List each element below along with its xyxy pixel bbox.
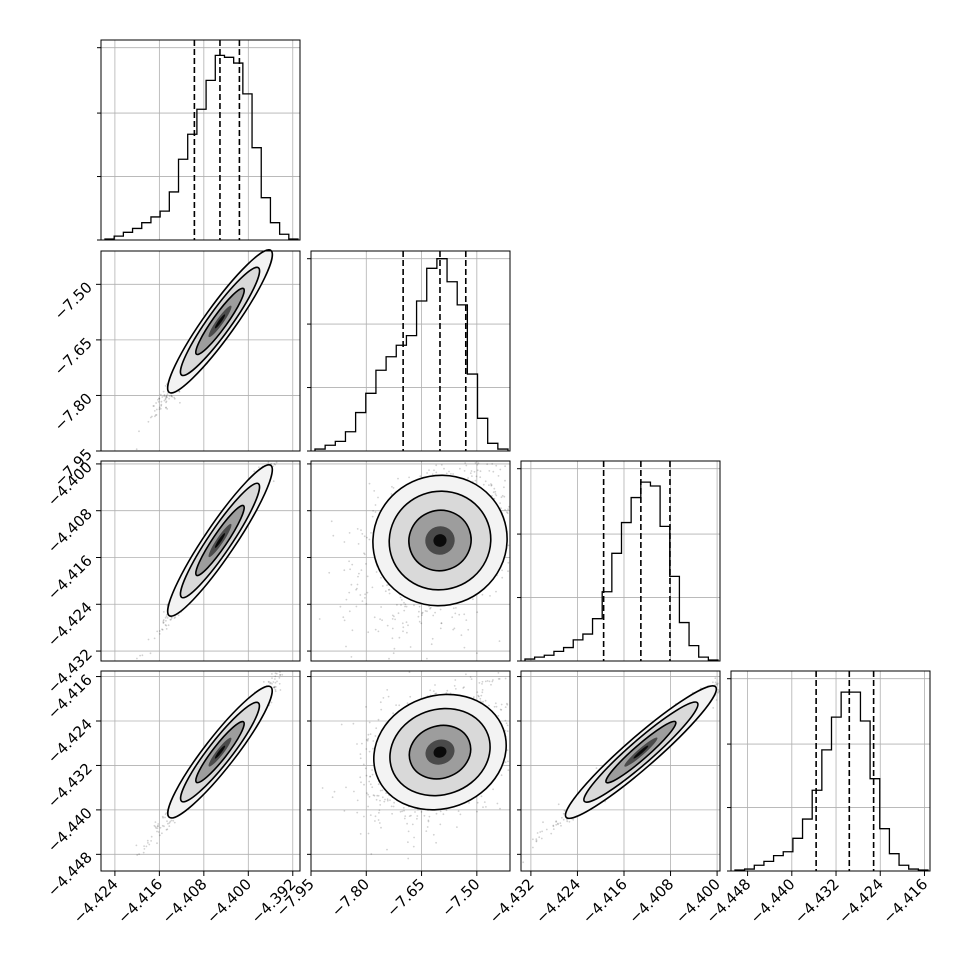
y-axis-ticks-row-2: −7.95−7.80−7.65−7.50 [51, 278, 101, 490]
x-axis-ticks-col-3: −4.432−4.424−4.416−4.408−4.400 [486, 871, 724, 927]
panel-frame [100, 670, 301, 872]
x-tick-label: −4.416 [579, 875, 631, 927]
x-tick-label: −4.432 [791, 875, 843, 927]
panel-frame [310, 670, 511, 872]
y-tick-label: −4.432 [44, 760, 96, 812]
density-contours [167, 685, 273, 819]
x-tick-label: −4.424 [532, 875, 584, 927]
histogram-panel-4 [727, 670, 931, 872]
y-tick-label: −4.424 [44, 715, 96, 767]
density-contours [564, 685, 718, 820]
histogram-bars [104, 54, 299, 240]
scatter-panel-4-3 [520, 670, 721, 872]
y-axis-ticks-row-4: −4.448−4.440−4.432−4.424−4.416 [44, 671, 101, 900]
y-tick-label: −4.448 [44, 848, 96, 900]
contour-level-5 [214, 314, 226, 329]
density-contours [166, 464, 274, 617]
x-tick-label: −4.416 [879, 875, 931, 927]
panel-frame [100, 460, 301, 662]
x-tick-label: −4.400 [203, 875, 255, 927]
panel-frame [520, 670, 721, 872]
x-tick-label: −4.408 [625, 875, 677, 927]
x-tick-label: −7.65 [383, 875, 428, 920]
y-tick-label: −7.50 [51, 278, 96, 323]
y-tick-label: −4.408 [44, 505, 96, 557]
y-tick-label: −4.424 [44, 598, 96, 650]
x-axis-ticks-col-1: −4.424−4.416−4.408−4.400−4.392 [70, 871, 300, 927]
y-tick-label: −7.65 [51, 334, 96, 379]
x-tick-label: −4.424 [835, 875, 887, 927]
contour-level-5 [214, 745, 226, 759]
panel-frame [730, 670, 931, 872]
density-contours [166, 249, 274, 394]
panel-frame [100, 250, 301, 452]
contour-level-5 [433, 746, 447, 758]
x-tick-label: −4.408 [159, 875, 211, 927]
x-tick-label: −4.424 [70, 875, 122, 927]
y-tick-label: −4.440 [44, 804, 96, 856]
panel-frame [520, 460, 721, 662]
x-tick-label: −4.440 [747, 875, 799, 927]
panel-frame [310, 250, 511, 452]
density-contours [372, 474, 508, 607]
x-tick-label: −4.416 [114, 875, 166, 927]
contour-level-5 [214, 533, 226, 548]
density-contours [373, 693, 507, 811]
histogram-panel-3 [517, 460, 721, 662]
scatter-panel-3-1 [100, 460, 301, 662]
histogram-bars [734, 691, 929, 871]
histogram-panel-1 [97, 39, 301, 241]
x-tick-label: −7.80 [328, 875, 373, 920]
histogram-panel-2 [307, 250, 511, 452]
scatter-panel-3-2 [310, 460, 511, 662]
scatter-panel-2-1 [100, 249, 301, 452]
histogram-bars [524, 481, 719, 661]
x-tick-label: −4.432 [486, 875, 538, 927]
y-tick-label: −4.416 [44, 552, 96, 604]
contour-level-5 [633, 745, 649, 759]
x-axis-ticks-col-4: −4.448−4.440−4.432−4.424−4.416 [702, 871, 931, 927]
y-tick-label: −7.80 [51, 390, 96, 435]
x-axis-ticks-col-2: −7.95 −7.80 −7.65 −7.50 [273, 871, 484, 920]
y-axis-ticks-row-3: −4.432−4.424−4.416−4.408−4.400 [44, 458, 101, 697]
scatter-panel-4-1 [100, 670, 301, 872]
contour-level-5 [433, 534, 447, 547]
panel-frame [100, 39, 301, 241]
scatter-panel-4-2 [310, 670, 511, 872]
histogram-bars [314, 258, 509, 451]
x-tick-label: −7.50 [438, 875, 483, 920]
panel-frame [310, 460, 511, 662]
